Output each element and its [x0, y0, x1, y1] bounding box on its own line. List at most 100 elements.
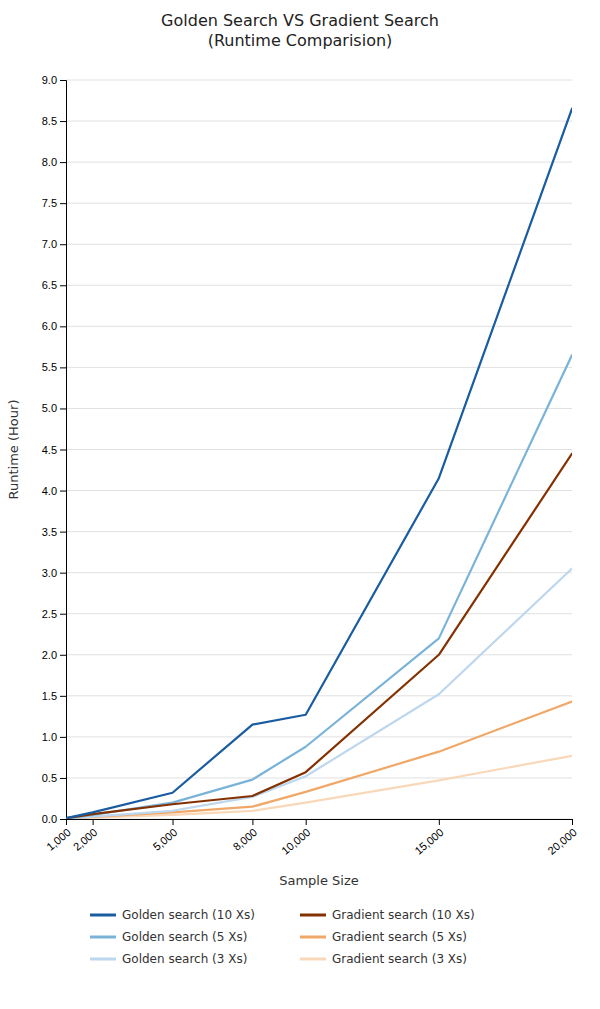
- y-tick: 5.5: [42, 361, 66, 373]
- y-tick-label: 8.0: [42, 156, 57, 168]
- y-tick-label: 6.5: [42, 279, 57, 291]
- y-tick-label: 3.0: [42, 567, 57, 579]
- y-tick: 0.5: [42, 772, 66, 784]
- legend-label: Golden search (10 Xs): [122, 908, 255, 922]
- x-tick-mark: [439, 819, 440, 825]
- x-tick-label: 20,000: [545, 826, 578, 857]
- y-tick-mark: [60, 367, 66, 368]
- x-tick-mark: [572, 819, 573, 825]
- grid-line: [66, 326, 572, 327]
- x-tick-mark: [306, 819, 307, 825]
- y-tick-label: 5.0: [42, 402, 57, 414]
- y-tick-mark: [60, 819, 66, 820]
- x-axis: 1,0002,0005,0008,00010,00015,00020,000: [44, 819, 579, 857]
- legend-swatch: [90, 914, 116, 917]
- y-tick-label: 1.0: [42, 731, 57, 743]
- legend-label: Golden search (3 Xs): [122, 952, 247, 966]
- y-tick-mark: [60, 491, 66, 492]
- x-tick-mark: [93, 819, 94, 825]
- x-tick-mark: [252, 819, 253, 825]
- grid-line: [66, 449, 572, 450]
- y-tick-label: 4.5: [42, 444, 57, 456]
- legend-swatch: [300, 936, 326, 939]
- legend-swatch: [90, 936, 116, 939]
- y-tick-mark: [60, 655, 66, 656]
- y-axis-line: [60, 81, 67, 820]
- legend-swatch: [300, 914, 326, 917]
- legend-label: Gradient search (10 Xs): [332, 908, 475, 922]
- y-tick-mark: [60, 573, 66, 574]
- y-tick: 8.0: [42, 156, 66, 168]
- y-tick-label: 6.0: [42, 320, 57, 332]
- grid-line: [66, 244, 572, 245]
- grid-line: [66, 80, 572, 81]
- y-tick-mark: [60, 121, 66, 122]
- y-tick-mark: [60, 203, 66, 204]
- y-tick: 2.0: [42, 649, 66, 661]
- y-tick-mark: [60, 408, 66, 409]
- y-tick-mark: [60, 614, 66, 615]
- x-tick-label: 2,000: [71, 826, 100, 853]
- y-tick-label: 0.0: [42, 813, 57, 825]
- y-tick-mark: [60, 244, 66, 245]
- legend-item: Gradient search (5 Xs): [300, 930, 467, 944]
- x-tick-label: 5,000: [151, 826, 180, 853]
- y-tick-mark: [60, 80, 66, 81]
- grid-line: [66, 654, 572, 655]
- series-line: [66, 355, 572, 819]
- x-tick: 20,000: [545, 819, 578, 857]
- x-axis-line: [67, 820, 573, 826]
- grid-line: [66, 285, 572, 286]
- y-tick-label: 2.0: [42, 649, 57, 661]
- y-tick-mark: [60, 696, 66, 697]
- legend-label: Gradient search (5 Xs): [332, 930, 467, 944]
- title: Golden Search VS Gradient Search(Runtime…: [161, 11, 439, 50]
- lines: [66, 109, 572, 819]
- x-tick: 15,000: [412, 819, 445, 857]
- grid-line: [66, 777, 572, 778]
- x-tick-mark: [173, 819, 174, 825]
- chart: Golden Search VS Gradient Search(Runtime…: [0, 0, 600, 1009]
- y-tick: 7.0: [42, 238, 66, 250]
- x-tick-label: 15,000: [412, 826, 445, 857]
- y-tick: 5.0: [42, 402, 66, 414]
- y-tick: 3.5: [42, 526, 66, 538]
- legend-item: Golden search (3 Xs): [90, 952, 247, 966]
- y-tick-mark: [60, 778, 66, 779]
- grid-line: [66, 121, 572, 122]
- y-tick-label: 0.5: [42, 772, 57, 784]
- y-tick: 6.5: [42, 279, 66, 291]
- legend-item: Golden search (5 Xs): [90, 930, 247, 944]
- y-tick-mark: [60, 162, 66, 163]
- legend-swatch: [300, 958, 326, 961]
- y-tick: 2.5: [42, 608, 66, 620]
- x-tick: 10,000: [279, 819, 312, 857]
- y-tick: 6.0: [42, 320, 66, 332]
- y-tick-label: 5.5: [42, 361, 57, 373]
- y-tick: 8.5: [42, 115, 66, 127]
- grid: [66, 80, 572, 819]
- y-tick: 1.0: [42, 731, 66, 743]
- y-tick-mark: [60, 450, 66, 451]
- y-tick: 4.0: [42, 485, 66, 497]
- series-line: [66, 569, 572, 819]
- y-tick-label: 2.5: [42, 608, 57, 620]
- grid-line: [66, 531, 572, 532]
- series-line: [66, 454, 572, 819]
- legend-item: Golden search (10 Xs): [90, 908, 255, 922]
- y-tick-label: 3.5: [42, 526, 57, 538]
- y-tick-label: 7.5: [42, 197, 57, 209]
- y-tick: 7.5: [42, 197, 66, 209]
- x-tick: 8,000: [231, 819, 260, 853]
- y-tick: 3.0: [42, 567, 66, 579]
- y-tick-label: 9.0: [42, 74, 57, 86]
- y-axis-title: Runtime (Hour): [6, 400, 21, 500]
- y-tick: 4.5: [42, 444, 66, 456]
- grid-line: [66, 613, 572, 614]
- y-axis: 0.00.51.01.52.02.53.03.54.04.55.05.56.06…: [42, 74, 67, 825]
- y-tick-label: 7.0: [42, 238, 57, 250]
- y-tick-mark: [60, 326, 66, 327]
- y-tick-mark: [60, 532, 66, 533]
- legend-label: Gradient search (3 Xs): [332, 952, 467, 966]
- plot-area: 1,0002,0005,0008,00010,00015,00020,0000.…: [6, 74, 579, 888]
